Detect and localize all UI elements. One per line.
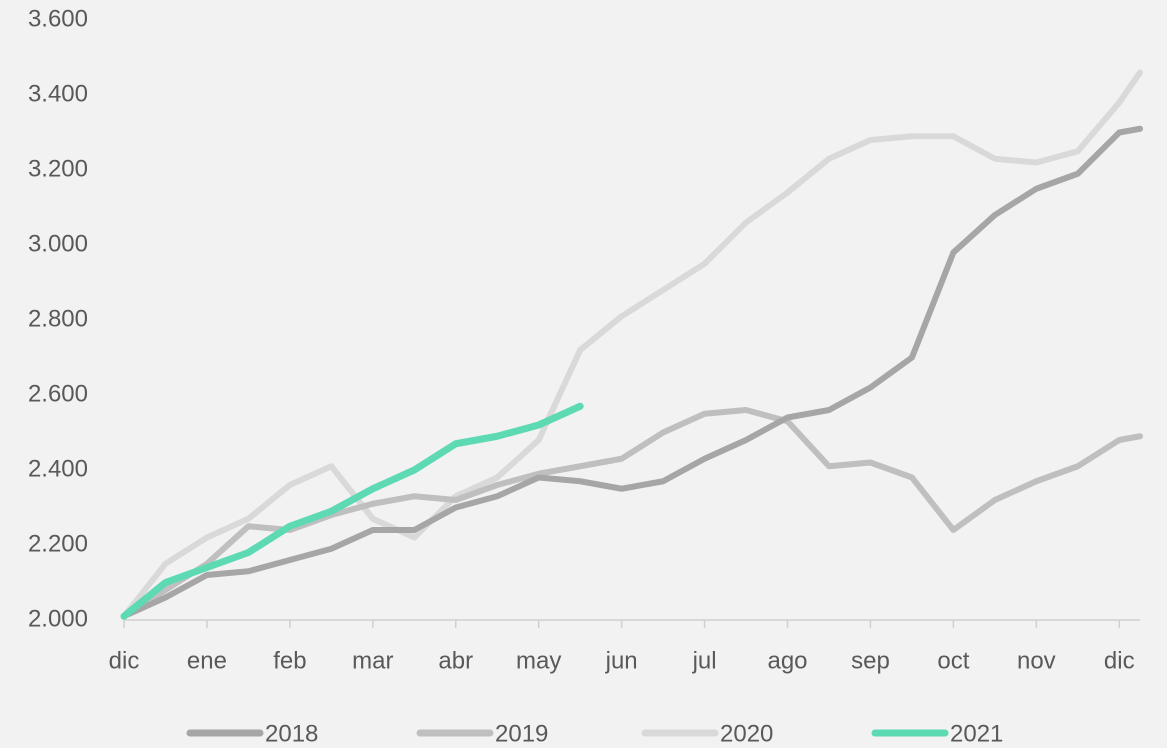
series-line [120,402,584,620]
x-tick-label: jul [692,647,717,674]
legend-label: 2020 [720,720,773,747]
x-tick-label: abr [438,647,473,674]
x-tick-label: sep [851,647,890,674]
x-tick-label: dic [1104,647,1135,674]
y-tick-label: 2.600 [28,380,88,407]
legend-label: 2021 [950,720,1003,747]
x-tick-label: nov [1017,647,1056,674]
y-tick-label: 2.400 [28,455,88,482]
y-tick-label: 2.000 [28,605,88,632]
series-line [121,407,1143,620]
x-tick-label: ago [767,647,807,674]
y-tick-label: 3.200 [28,155,88,182]
series-line [121,69,1143,620]
y-tick-label: 3.400 [28,80,88,107]
x-tick-label: dic [109,647,140,674]
x-tick-label: feb [273,647,306,674]
legend-label: 2018 [265,720,318,747]
series-line [121,125,1143,620]
y-tick-label: 2.200 [28,530,88,557]
x-tick-label: oct [937,647,969,674]
x-tick-label: mar [352,647,393,674]
x-tick-label: ene [187,647,227,674]
y-tick-label: 3.000 [28,230,88,257]
y-tick-label: 2.800 [28,305,88,332]
x-tick-label: may [516,647,561,674]
legend-label: 2019 [495,720,548,747]
x-tick-label: jun [605,647,638,674]
y-tick-label: 3.600 [28,5,88,32]
